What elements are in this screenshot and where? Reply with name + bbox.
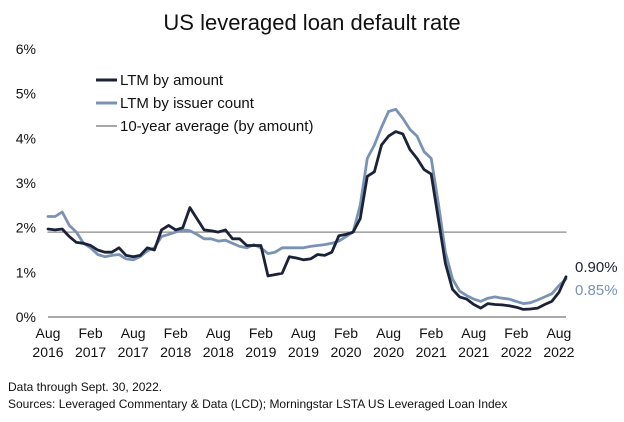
legend-label-10yr-avg: 10-year average (by amount) <box>120 118 313 135</box>
x-tick-year: 2016 <box>32 344 63 360</box>
legend: LTM by amount LTM by issuer count 10-yea… <box>96 72 313 135</box>
x-tick-year: 2022 <box>501 344 532 360</box>
end-label-ltm-amount: 0.90% <box>575 259 618 276</box>
x-axis-ticks: Aug 2016 Feb 2017 Aug 2017 Feb 2018 Aug 2018 Feb 20… <box>32 325 574 360</box>
x-tick-month: Aug <box>121 325 146 341</box>
x-tick-year: 2021 <box>416 344 447 360</box>
x-tick-month: Feb <box>419 325 443 341</box>
x-tick-month: Feb <box>79 325 103 341</box>
series-layer <box>46 107 568 311</box>
end-label-ltm-issuer: 0.85% <box>575 282 618 299</box>
x-tick-month: Aug <box>36 325 61 341</box>
y-tick-label: 2% <box>16 220 36 236</box>
series-ltm-by-amount <box>46 130 568 311</box>
x-tick-year: 2017 <box>75 344 106 360</box>
x-tick-year: 2019 <box>245 344 276 360</box>
series-ltm-by-issuer-count <box>46 107 568 305</box>
x-tick-year: 2020 <box>330 344 361 360</box>
y-tick-label: 0% <box>16 309 36 325</box>
y-tick-label: 5% <box>16 86 36 102</box>
footnote-sources: Sources: Leveraged Commentary & Data (LC… <box>8 397 507 411</box>
y-tick-label: 6% <box>16 41 36 57</box>
x-tick-year: 2018 <box>160 344 191 360</box>
legend-label-ltm-issuer: LTM by issuer count <box>120 95 255 112</box>
y-tick-label: 3% <box>16 175 36 191</box>
x-tick-year: 2020 <box>373 344 404 360</box>
x-tick-year: 2017 <box>118 344 149 360</box>
x-tick-month: Aug <box>291 325 316 341</box>
x-tick-month: Feb <box>164 325 188 341</box>
x-tick-month: Feb <box>249 325 273 341</box>
x-tick-month: Aug <box>376 325 401 341</box>
x-tick-month: Aug <box>461 325 486 341</box>
x-tick-year: 2022 <box>543 344 574 360</box>
chart-title: US leveraged loan default rate <box>163 10 460 35</box>
x-tick-month: Feb <box>334 325 358 341</box>
x-tick-month: Aug <box>206 325 231 341</box>
x-tick-month: Aug <box>546 325 571 341</box>
x-tick-year: 2021 <box>458 344 489 360</box>
x-tick-year: 2019 <box>288 344 319 360</box>
legend-label-ltm-amount: LTM by amount <box>120 72 224 89</box>
y-tick-label: 4% <box>16 130 36 146</box>
footnote-data-through: Data through Sept. 30, 2022. <box>8 380 162 394</box>
x-tick-month: Feb <box>504 325 528 341</box>
x-tick-year: 2018 <box>203 344 234 360</box>
y-tick-label: 1% <box>16 264 36 280</box>
y-axis-ticks: 0% 1% 2% 3% 4% 5% 6% <box>16 41 36 325</box>
